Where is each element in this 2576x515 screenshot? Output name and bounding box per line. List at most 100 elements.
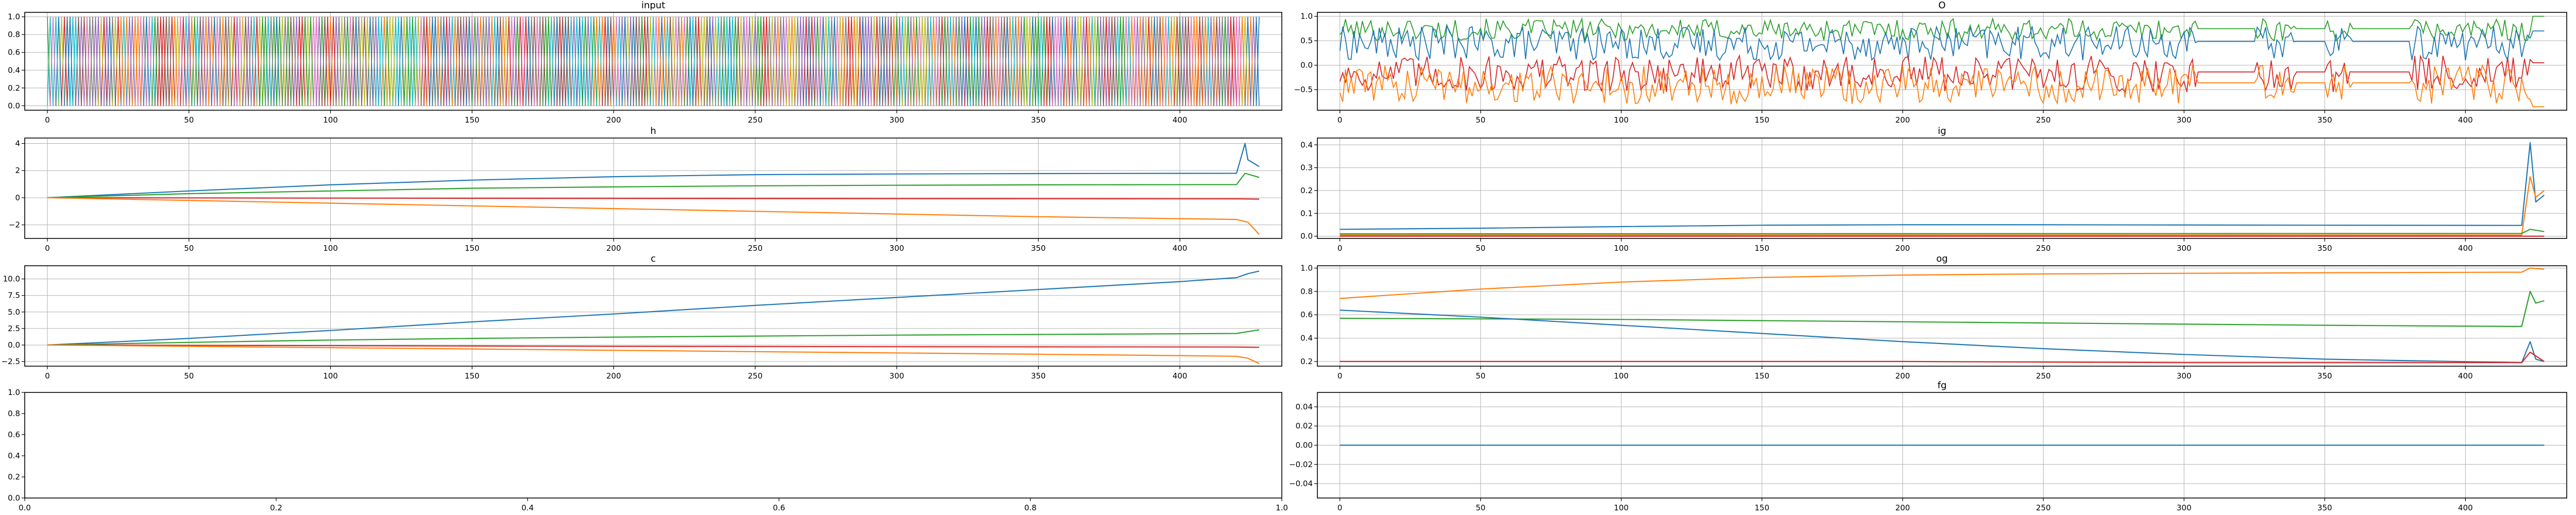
h-series-line [47, 143, 1260, 198]
input-series-segment [950, 16, 954, 106]
input-series-segment [641, 16, 646, 106]
input-series-segment [415, 16, 419, 106]
input-series-segment [1072, 16, 1076, 106]
input-series-segment [704, 16, 708, 106]
input-series-segment [149, 16, 153, 106]
input-series-segment [1080, 16, 1084, 106]
input-series-segment [367, 16, 371, 106]
input-series-segment [653, 16, 657, 106]
h-series-line [47, 173, 1260, 198]
x-tick-label: 0.6 [773, 503, 785, 512]
input-series-segment [939, 16, 943, 106]
input-series-segment [726, 16, 731, 106]
input-series-segment [862, 16, 866, 106]
input-series-segment [171, 16, 176, 106]
x-tick-label: 0.0 [19, 503, 31, 512]
x-tick-label: 350 [1031, 371, 1046, 381]
input-series-segment [1213, 16, 1217, 106]
input-series-segment [1114, 16, 1118, 106]
input-series-segment [916, 16, 920, 106]
x-tick-label: 50 [184, 371, 194, 381]
input-series-segment [168, 16, 173, 106]
x-tick-label: 50 [1476, 115, 1485, 125]
input-series-segment [1026, 16, 1030, 106]
input-series-segment [123, 16, 127, 106]
panel-fg: fg 0 50 100 150 200 250 300 350 400 −0.04 −0.02 0.… [1289, 380, 2567, 512]
input-series-segment [579, 16, 583, 106]
input-series-segment [474, 16, 479, 106]
input-series-segment [1182, 16, 1186, 106]
x-tick-label: 350 [2317, 503, 2332, 512]
input-series-segment [236, 16, 241, 106]
input-series-segment [1239, 16, 1243, 106]
input-series-segment [837, 16, 841, 106]
input-series-segment [270, 16, 275, 106]
input-series-segment [752, 16, 756, 106]
input-series-segment [947, 16, 951, 106]
x-ticks: 0 50 100 150 200 250 300 350 400 [1337, 238, 2473, 253]
input-series-segment [868, 16, 872, 106]
input-series-segment [800, 16, 804, 106]
input-series-segment [350, 16, 354, 106]
x-tick-label: 50 [1476, 371, 1485, 381]
input-series-segment [100, 16, 105, 106]
input-series-segment [151, 16, 156, 106]
x-tick-label: 300 [2177, 503, 2192, 512]
input-series-segment [112, 16, 116, 106]
input-series-segment [1046, 16, 1050, 106]
input-series-segment [216, 16, 221, 106]
x-tick-label: 250 [748, 371, 763, 381]
input-series-segment [49, 16, 54, 106]
input-series-segment [1250, 16, 1254, 106]
input-series-segment [794, 16, 799, 106]
input-series-segment [55, 16, 59, 106]
y-tick-label: 0.0 [1300, 61, 1313, 70]
x-tick-label: 350 [2317, 115, 2332, 125]
input-series-segment [259, 16, 263, 106]
input-series-segment [576, 16, 580, 106]
input-series-segment [426, 16, 430, 106]
input-series-segment [502, 16, 507, 106]
input-series-segment [1142, 16, 1147, 106]
input-series-segment [1137, 16, 1141, 106]
y-ticks: −2 0 2 4 [9, 139, 25, 230]
input-series-segment [1216, 16, 1220, 106]
input-series-segment [324, 16, 328, 106]
input-series-segment [511, 16, 515, 106]
input-series-segment [1230, 16, 1234, 106]
input-series-segment [828, 16, 833, 106]
input-series-segment [177, 16, 181, 106]
input-series-segment [556, 16, 561, 106]
input-series-segment [873, 16, 877, 106]
input-series-segment [568, 16, 572, 106]
input-series-segment [1108, 16, 1113, 106]
x-tick-label: 400 [2458, 371, 2473, 381]
input-series-segment [335, 16, 340, 106]
input-series-segment [967, 16, 971, 106]
input-series-segment [211, 16, 215, 106]
input-series-segment [746, 16, 750, 106]
x-tick-label: 200 [606, 244, 621, 253]
input-series-segment [735, 16, 739, 106]
input-series-segment [1256, 16, 1260, 106]
input-series-segment [859, 16, 863, 106]
input-series-segment [199, 16, 204, 106]
input-series-segment [531, 16, 535, 106]
y-tick-label: 0.6 [8, 430, 20, 439]
input-series-segment [924, 16, 928, 106]
y-tick-label: 0.04 [1296, 402, 1313, 411]
axes-frame [24, 265, 1282, 367]
input-series-segment [1154, 16, 1158, 106]
input-series-segment [1004, 16, 1008, 106]
input-series-segment [1007, 16, 1011, 106]
input-series-segment [92, 16, 96, 106]
input-series-segment [347, 16, 351, 106]
input-series-segment [1117, 16, 1121, 106]
input-series-segment [129, 16, 133, 106]
y-ticks: −0.5 0.0 0.5 1.0 [1294, 12, 1317, 94]
input-series-segment [248, 16, 252, 106]
h-series-line [47, 197, 1260, 200]
input-series-segment [721, 16, 725, 106]
input-series-segment [1009, 16, 1013, 106]
input-series-segment [689, 16, 693, 106]
